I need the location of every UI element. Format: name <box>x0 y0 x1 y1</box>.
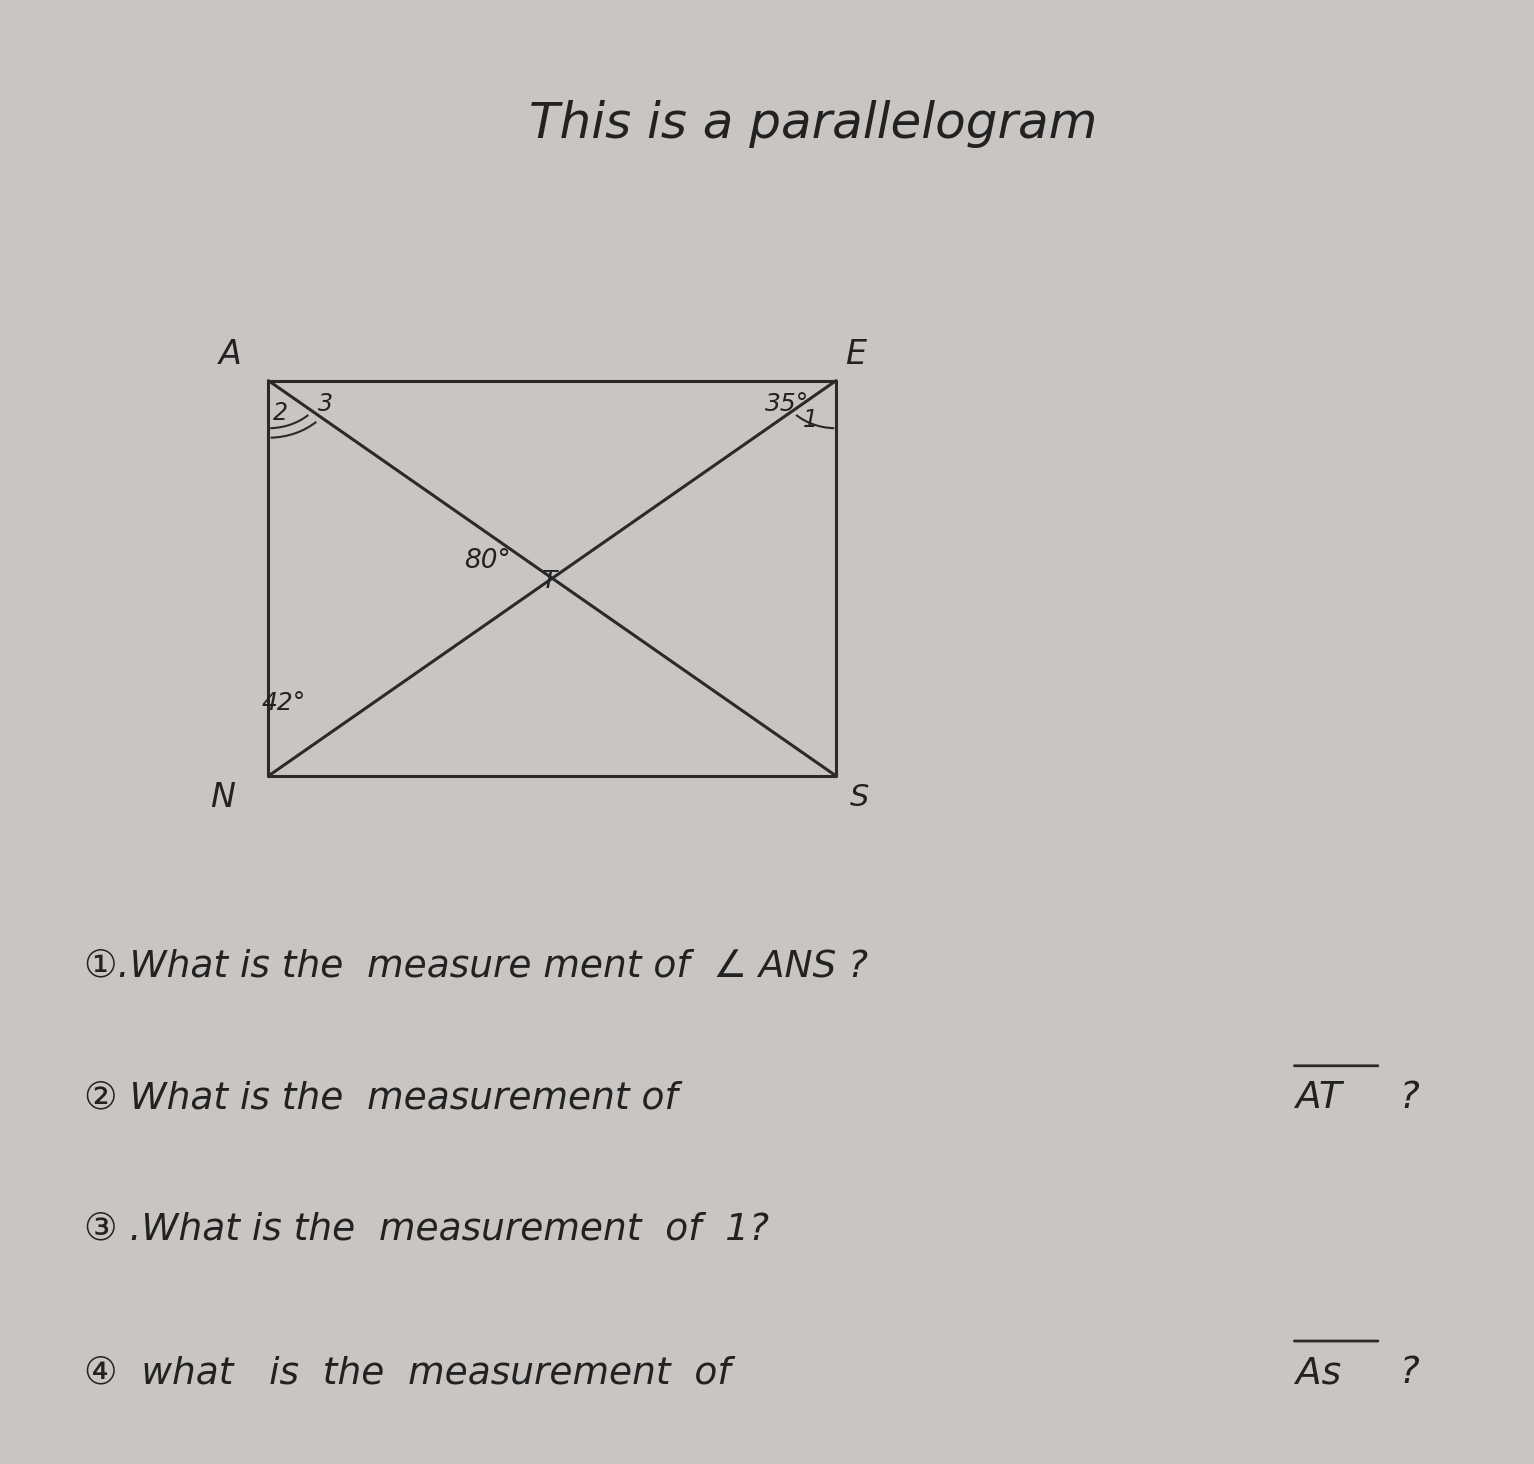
Text: A: A <box>219 338 241 370</box>
Text: ?: ? <box>1388 1080 1420 1116</box>
Text: ② What is the  measurement of: ② What is the measurement of <box>84 1080 678 1116</box>
Text: 42°: 42° <box>262 691 305 714</box>
Text: AT: AT <box>1296 1080 1342 1116</box>
Text: T: T <box>542 569 557 593</box>
Text: 3: 3 <box>318 392 333 416</box>
Text: As: As <box>1296 1356 1341 1391</box>
Text: ④  what   is  the  measurement  of: ④ what is the measurement of <box>84 1356 732 1391</box>
Text: N: N <box>210 782 235 814</box>
Text: 80°: 80° <box>465 548 511 574</box>
Text: ③ .What is the  measurement  of  1?: ③ .What is the measurement of 1? <box>84 1212 770 1247</box>
Text: 1: 1 <box>802 408 818 432</box>
Text: ?: ? <box>1388 1356 1420 1391</box>
Text: ①.What is the  measure ment of  ∠ ANS ?: ①.What is the measure ment of ∠ ANS ? <box>84 949 868 984</box>
Text: This is a parallelogram: This is a parallelogram <box>529 101 1097 148</box>
Text: S: S <box>850 783 868 813</box>
Text: E: E <box>845 338 867 370</box>
Text: 35°: 35° <box>765 392 808 416</box>
Text: 2: 2 <box>273 401 288 425</box>
